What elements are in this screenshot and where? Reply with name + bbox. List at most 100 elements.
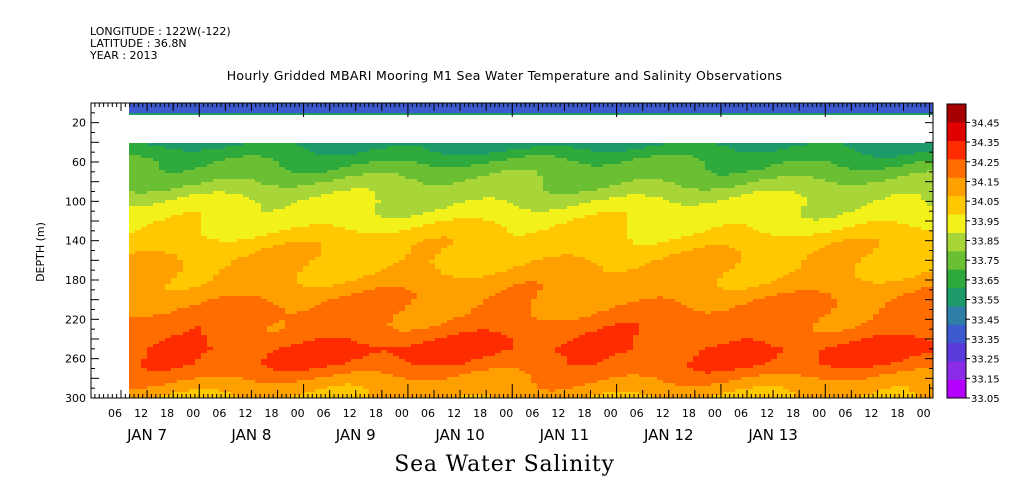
salinity-cell — [327, 386, 334, 390]
salinity-cell — [255, 188, 262, 192]
salinity-cell — [183, 293, 190, 297]
salinity-cell — [345, 290, 352, 294]
salinity-cell — [477, 218, 484, 222]
salinity-cell — [459, 377, 466, 381]
salinity-cell — [243, 353, 250, 357]
salinity-cell — [159, 371, 166, 375]
salinity-cell — [147, 167, 154, 171]
salinity-cell — [141, 263, 148, 267]
salinity-cell — [309, 356, 316, 360]
salinity-cell — [303, 281, 310, 285]
salinity-cell — [429, 380, 436, 384]
salinity-cell — [381, 335, 388, 339]
salinity-cell — [465, 275, 472, 279]
salinity-cell — [369, 254, 376, 258]
salinity-cell — [135, 176, 142, 180]
salinity-cell — [219, 254, 226, 258]
salinity-cell — [321, 176, 328, 180]
salinity-cell — [201, 326, 208, 330]
salinity-cell — [453, 344, 460, 348]
salinity-cell — [357, 266, 364, 270]
salinity-cell — [285, 275, 292, 279]
salinity-cell — [195, 215, 202, 219]
salinity-cell — [291, 233, 298, 237]
salinity-cell — [237, 362, 244, 366]
salinity-cell — [411, 296, 418, 300]
salinity-cell — [369, 353, 376, 357]
salinity-cell — [387, 344, 394, 348]
salinity-cell — [279, 191, 286, 195]
salinity-cell — [291, 146, 298, 150]
salinity-cell — [387, 245, 394, 249]
salinity-cell — [393, 356, 400, 360]
salinity-cell — [231, 215, 238, 219]
salinity-cell — [183, 338, 190, 342]
salinity-cell — [135, 245, 142, 249]
salinity-cell — [363, 161, 370, 165]
salinity-cell — [465, 353, 472, 357]
salinity-cell — [237, 308, 244, 312]
salinity-cell — [195, 194, 202, 198]
salinity-cell — [321, 383, 328, 387]
salinity-cell — [447, 290, 454, 294]
salinity-cell — [459, 149, 466, 153]
salinity-cell — [255, 182, 262, 186]
salinity-cell — [195, 353, 202, 357]
salinity-cell — [231, 179, 238, 183]
salinity-cell — [267, 386, 274, 390]
salinity-cell — [423, 386, 430, 390]
salinity-cell — [249, 275, 256, 279]
salinity-cell — [303, 209, 310, 213]
salinity-cell — [195, 218, 202, 222]
salinity-cell — [441, 362, 448, 366]
salinity-cell — [387, 353, 394, 357]
salinity-cell — [375, 191, 382, 195]
salinity-cell — [273, 278, 280, 282]
salinity-cell — [129, 173, 136, 177]
salinity-cell — [285, 281, 292, 285]
salinity-cell — [285, 206, 292, 210]
salinity-cell — [129, 338, 136, 342]
salinity-cell — [267, 305, 274, 309]
salinity-cell — [261, 182, 268, 186]
surface-band-edge — [129, 113, 933, 115]
salinity-cell — [423, 299, 430, 303]
salinity-cell — [297, 308, 304, 312]
salinity-cell — [477, 302, 484, 306]
salinity-cell — [471, 191, 478, 195]
salinity-cell — [321, 338, 328, 342]
salinity-cell — [201, 371, 208, 375]
salinity-cell — [369, 320, 376, 324]
salinity-cell — [393, 188, 400, 192]
salinity-cell — [339, 239, 346, 243]
salinity-cell — [453, 299, 460, 303]
salinity-cell — [435, 221, 442, 225]
salinity-cell — [387, 230, 394, 234]
salinity-cell — [273, 299, 280, 303]
salinity-cell — [207, 194, 214, 198]
salinity-cell — [147, 371, 154, 375]
salinity-cell — [339, 293, 346, 297]
salinity-cell — [477, 323, 484, 327]
salinity-cell — [309, 326, 316, 330]
salinity-cell — [471, 308, 478, 312]
salinity-cell — [297, 167, 304, 171]
salinity-cell — [303, 257, 310, 261]
salinity-cell — [369, 341, 376, 345]
salinity-cell — [195, 236, 202, 240]
salinity-cell — [279, 158, 286, 162]
salinity-cell — [321, 239, 328, 243]
salinity-cell — [249, 200, 256, 204]
salinity-cell — [465, 314, 472, 318]
salinity-cell — [423, 272, 430, 276]
salinity-cell — [195, 377, 202, 381]
salinity-cell — [153, 269, 160, 273]
salinity-cell — [291, 188, 298, 192]
salinity-cell — [135, 161, 142, 165]
salinity-cell — [309, 341, 316, 345]
salinity-cell — [183, 275, 190, 279]
salinity-cell — [285, 200, 292, 204]
salinity-cell — [321, 314, 328, 318]
salinity-cell — [303, 278, 310, 282]
salinity-cell — [285, 395, 292, 399]
